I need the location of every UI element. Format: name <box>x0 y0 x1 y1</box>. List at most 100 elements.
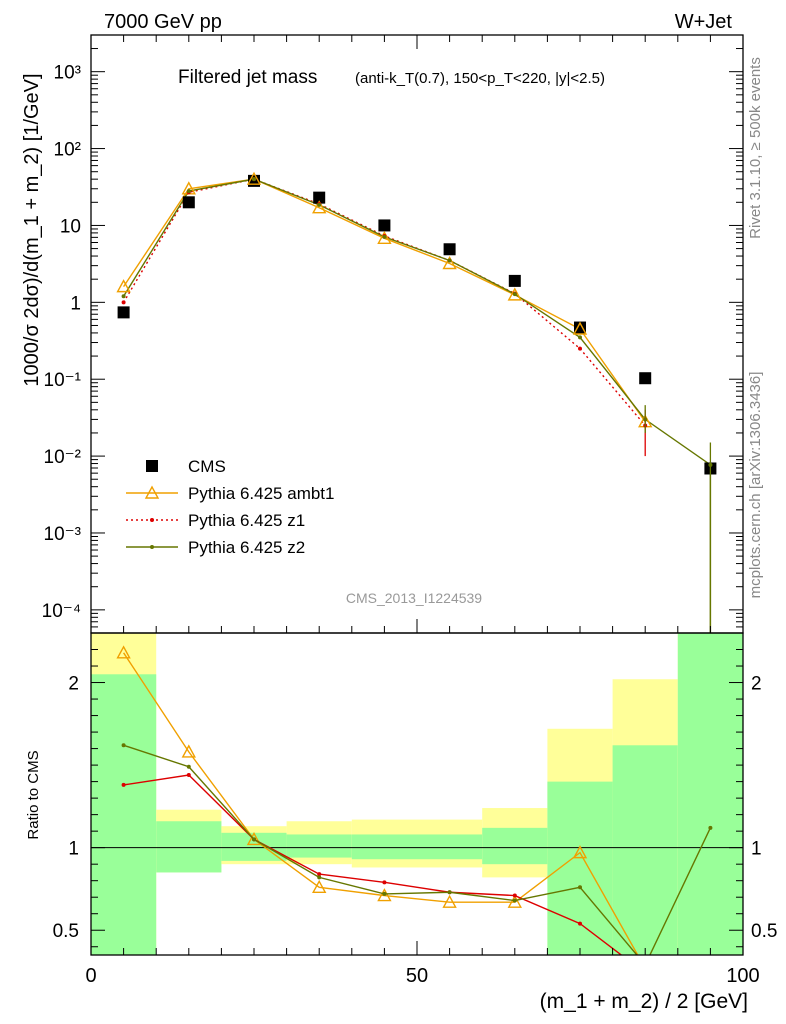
main-point-3-3 <box>317 202 322 207</box>
legend-label-1: Pythia 6.425 ambt1 <box>188 484 334 503</box>
legend-marker-3 <box>150 545 154 549</box>
rivet-side-label: Rivet 3.1.10, ≥ 500k events <box>747 57 764 239</box>
main-y-tick-label: 10² <box>54 140 81 161</box>
x-tick-label: 0 <box>85 965 96 987</box>
main-series-line-1 <box>123 178 646 423</box>
main-y-axis-label: 1000/σ 2dσ)/d(m_1 + m_2) [1/GeV] <box>21 73 43 386</box>
main-point-0-0 <box>117 306 130 319</box>
ratio-point-2-9 <box>708 825 713 830</box>
main-point-3-2 <box>252 177 256 182</box>
ratio-band-stat <box>91 674 157 955</box>
ratio-point-2-6 <box>512 898 517 903</box>
main-y-tick-label: 10⁻⁴ <box>42 601 81 622</box>
ratio-point-2-0 <box>121 743 126 748</box>
main-point-3-1 <box>186 189 191 194</box>
ratio-point-1-1 <box>186 773 191 778</box>
main-point-0-6 <box>508 274 521 287</box>
main-point-2-7 <box>578 346 582 351</box>
header-right-label: W+Jet <box>675 11 733 33</box>
x-tick-label: 50 <box>406 965 428 987</box>
ratio-y-tick-label-right: 2 <box>751 674 762 695</box>
main-point-0-5 <box>443 243 456 256</box>
main-point-3-0 <box>121 294 126 299</box>
ratio-y-axis-label: Ratio to CMS <box>25 750 42 839</box>
main-point-3-7 <box>578 335 582 340</box>
main-point-0-3 <box>313 191 326 204</box>
main-y-tick-label: 10⁻³ <box>44 524 82 545</box>
main-y-tick-label: 1 <box>70 293 81 314</box>
mcplots-side-label: mcplots.cern.ch [arXiv:1306.3436] <box>747 372 764 599</box>
ratio-bands <box>91 633 743 955</box>
series-layer <box>116 171 717 955</box>
ratio-point-0-3 <box>312 879 327 893</box>
ratio-y-tick-label: 1 <box>68 839 79 860</box>
main-point-0-7 <box>574 321 586 334</box>
header-left-label: 7000 GeV pp <box>104 11 222 33</box>
main-series-line-2 <box>122 178 646 426</box>
main-point-0-4 <box>378 219 391 232</box>
legend-label-3: Pythia 6.425 z2 <box>188 538 305 557</box>
main-point-3-4 <box>382 234 387 239</box>
x-axis-label: (m_1 + m_2) / 2 [GeV] <box>540 990 748 1013</box>
ratio-band-stat <box>156 821 222 873</box>
ratio-point-0-6 <box>507 894 522 908</box>
ratio-line-2 <box>123 744 712 955</box>
main-point-1-6 <box>507 287 522 301</box>
legend-entry-1: Pythia 6.425 ambt1 <box>126 484 334 503</box>
ratio-point-2-1 <box>186 764 191 769</box>
ratio-y-tick-label-right: 1 <box>751 839 762 860</box>
main-point-2-0 <box>121 300 126 305</box>
chart-subtitle: (anti-k_T(0.7), 150<p_T<220, |y|<2.5) <box>355 70 605 87</box>
ratio-point-1-0 <box>121 782 126 787</box>
ratio-point-2-2 <box>252 837 256 842</box>
ratio-point-1-7 <box>578 921 582 926</box>
main-y-tick-label: 10⁻² <box>44 447 82 468</box>
ratio-point-2-3 <box>317 875 322 880</box>
ratio-point-2-4 <box>382 891 387 896</box>
ratio-series-2 <box>121 743 713 955</box>
ratio-point-2-5 <box>447 890 452 895</box>
main-point-1-5 <box>442 256 457 270</box>
legend-marker-0 <box>146 460 158 472</box>
ratio-point-1-3 <box>317 872 322 877</box>
ratio-y-tick-label: 2 <box>68 674 79 695</box>
legend: CMS Pythia 6.425 ambt1 Pythia 6.425 z1 Pyth… <box>126 457 334 557</box>
ratio-point-0-1 <box>181 744 196 758</box>
main-point-1-4 <box>377 230 392 245</box>
ratio-point-0-0 <box>116 645 131 659</box>
main-series-line-3 <box>123 178 712 633</box>
ratio-point-0-2 <box>246 831 262 846</box>
ratio-band-stat <box>286 834 352 858</box>
main-y-tick-label: 10³ <box>54 63 81 84</box>
main-point-0-8 <box>639 372 652 385</box>
ratio-band-stat <box>547 781 613 955</box>
ratio-band-stat <box>482 827 548 865</box>
legend-entry-3: Pythia 6.425 z2 <box>126 538 305 557</box>
main-point-0-1 <box>182 196 195 209</box>
ratio-point-1-4 <box>382 880 387 885</box>
main-point-1-3 <box>312 200 327 214</box>
ratio-y-tick-label-right: 0.5 <box>751 921 777 942</box>
ratio-point-2-7 <box>578 885 582 890</box>
ratio-point-0-5 <box>442 894 457 908</box>
main-point-1-0 <box>116 279 131 293</box>
ratio-band-stat <box>612 745 678 955</box>
ratio-band-stat <box>351 834 417 860</box>
legend-marker-1 <box>144 485 160 499</box>
analysis-id-label: CMS_2013_I1224539 <box>346 590 482 606</box>
legend-label-0: CMS <box>188 457 226 476</box>
legend-label-2: Pythia 6.425 z1 <box>188 511 305 530</box>
x-tick-label: 100 <box>726 965 759 987</box>
ratio-band-stat <box>417 834 483 860</box>
main-y-tick-label: 10 <box>60 216 81 237</box>
main-point-1-7 <box>572 321 588 335</box>
main-point-3-5 <box>447 258 452 263</box>
legend-entry-0: CMS <box>146 457 226 476</box>
main-point-3-6 <box>512 292 517 297</box>
legend-marker-2 <box>150 518 154 522</box>
ratio-point-0-7 <box>572 845 588 859</box>
legend-entry-2: Pythia 6.425 z1 <box>126 511 305 530</box>
ratio-y-tick-label: 0.5 <box>53 921 79 942</box>
main-point-1-2 <box>246 171 262 185</box>
